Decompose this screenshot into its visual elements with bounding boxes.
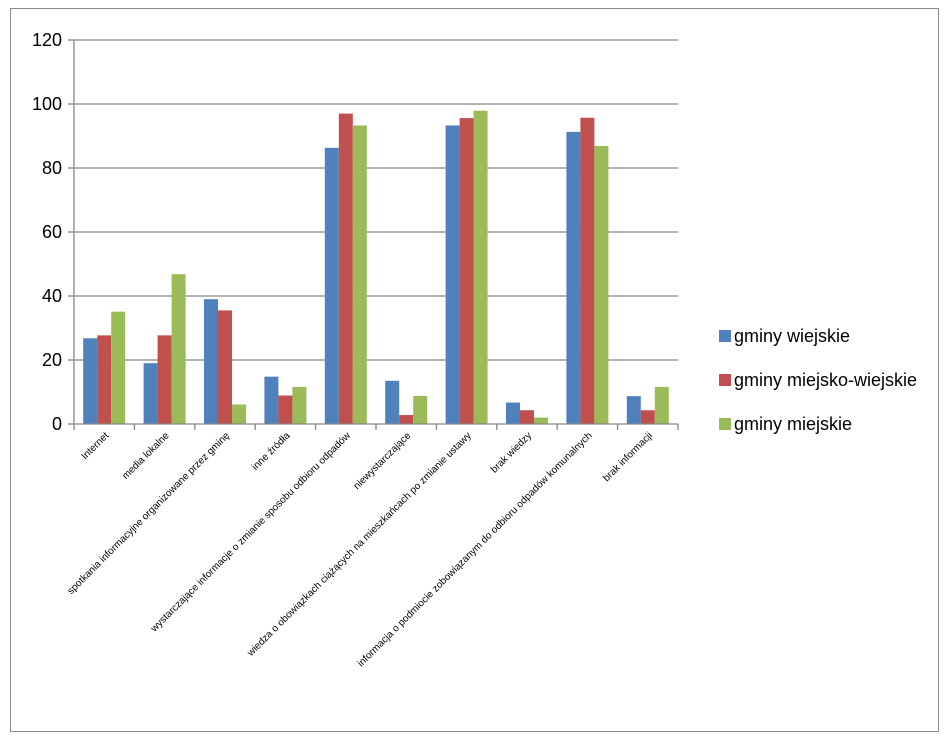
y-tick-label: 120 xyxy=(32,30,62,50)
bar xyxy=(385,380,400,424)
y-tick-label: 0 xyxy=(52,414,62,434)
bar xyxy=(157,335,172,424)
x-tick-label: informacja o podmiocie zobowiązanym do o… xyxy=(356,430,595,669)
bar xyxy=(654,386,669,424)
bar xyxy=(292,386,307,424)
bar xyxy=(640,410,655,424)
x-tick-label: wystarczające informacje o zmianie sposo… xyxy=(148,430,353,635)
bar xyxy=(97,335,112,424)
x-tick-label: niewystarczające xyxy=(352,430,414,492)
bar xyxy=(171,274,186,424)
legend: gminy wiejskie gminy miejsko-wiejskie gmin… xyxy=(719,326,917,434)
legend-label: gminy miejskie xyxy=(734,414,852,434)
bar xyxy=(445,125,460,424)
bar xyxy=(143,363,158,424)
bar xyxy=(399,415,414,424)
bar xyxy=(264,376,279,424)
axes xyxy=(68,39,679,430)
legend-label: gminy wiejskie xyxy=(734,326,850,346)
bar xyxy=(232,404,246,424)
bar xyxy=(506,402,520,424)
x-tick-label: wiedza o obowiązkach ciążących na mieszk… xyxy=(245,430,474,659)
legend-swatch xyxy=(719,374,731,386)
bar xyxy=(278,395,293,424)
bar xyxy=(520,410,534,424)
bar xyxy=(83,338,98,424)
bar xyxy=(324,147,339,424)
bar xyxy=(459,118,474,424)
y-tick-label: 80 xyxy=(42,158,62,178)
y-tick-label: 40 xyxy=(42,286,62,306)
bar xyxy=(473,110,488,424)
x-tick-label: brak informacji xyxy=(601,430,655,484)
bar xyxy=(352,125,367,424)
bar xyxy=(626,396,641,424)
bar xyxy=(204,299,218,424)
legend-swatch xyxy=(719,418,731,430)
bar xyxy=(566,131,581,424)
bars-group xyxy=(83,110,669,425)
y-tick-label: 100 xyxy=(32,94,62,114)
x-tick-label: media lokalne xyxy=(120,430,172,482)
bar xyxy=(594,145,609,425)
bar xyxy=(111,311,126,424)
x-tick-label: brak wiedzy xyxy=(489,430,534,475)
x-tick-label: inne źródła xyxy=(250,430,293,473)
legend-swatch xyxy=(719,330,731,342)
bar xyxy=(534,417,548,424)
y-tick-label: 60 xyxy=(42,222,62,242)
bar xyxy=(338,113,353,424)
x-tick-label: Internet xyxy=(80,430,112,462)
bar xyxy=(580,117,595,424)
legend-label: gminy miejsko-wiejskie xyxy=(734,370,917,390)
y-tick-labels: 0 20 40 60 80 100 120 xyxy=(32,30,62,434)
y-tick-label: 20 xyxy=(42,350,62,370)
bar xyxy=(218,310,232,424)
bar xyxy=(413,395,428,424)
